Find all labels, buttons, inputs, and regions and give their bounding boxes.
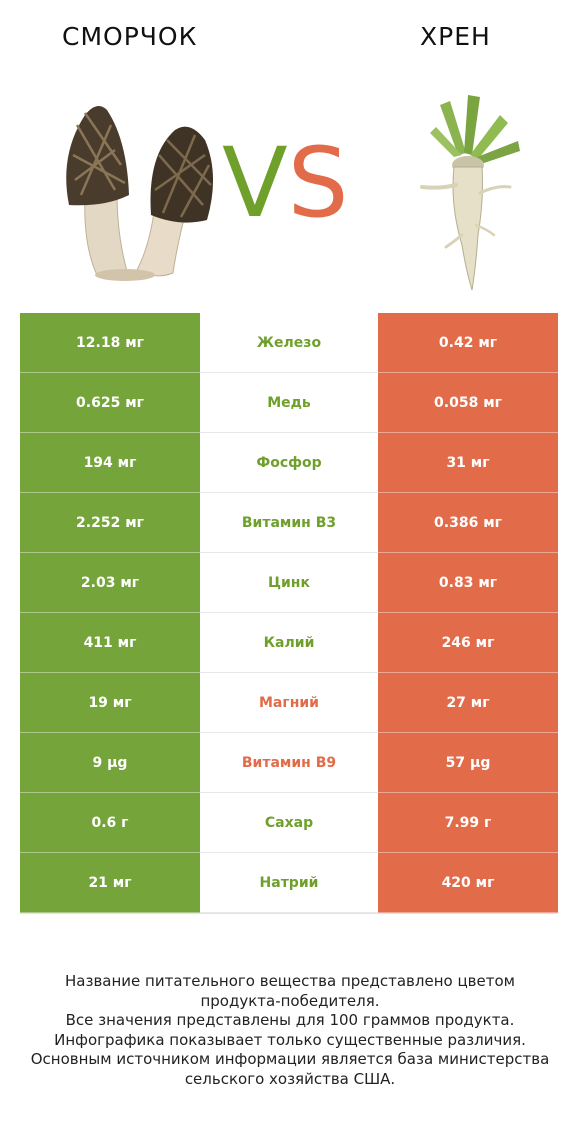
left-product-title: СМОРЧОК: [62, 22, 198, 51]
table-row: 9 µg Витамин B9 57 µg: [20, 733, 558, 793]
nutrient-name-cell: Калий: [200, 613, 378, 673]
left-value-cell: 2.03 мг: [20, 553, 200, 613]
table-row: 2.03 мг Цинк 0.83 мг: [20, 553, 558, 613]
right-value-cell: 31 мг: [378, 433, 558, 493]
right-product-title: ХРЕН: [420, 22, 491, 51]
nutrient-name-cell: Железо: [200, 313, 378, 373]
nutrient-name-cell: Витамин B3: [200, 493, 378, 553]
right-value-cell: 0.83 мг: [378, 553, 558, 613]
footer-line: Название питательного вещества представл…: [65, 972, 515, 990]
table-row: 0.625 мг Медь 0.058 мг: [20, 373, 558, 433]
nutrient-name-cell: Витамин B9: [200, 733, 378, 793]
vs-label: VS: [222, 135, 349, 231]
table-row: 21 мг Натрий 420 мг: [20, 853, 558, 913]
right-value-cell: 420 мг: [378, 853, 558, 913]
right-value-cell: 7.99 г: [378, 793, 558, 853]
nutrient-name-cell: Медь: [200, 373, 378, 433]
table-row: 0.6 г Сахар 7.99 г: [20, 793, 558, 853]
footer-line: Основным источником информации является …: [30, 1050, 550, 1068]
footer-line: Все значения представлены для 100 граммо…: [65, 1011, 515, 1029]
nutrient-name-cell: Цинк: [200, 553, 378, 613]
right-value-cell: 0.386 мг: [378, 493, 558, 553]
table-row: 2.252 мг Витамин B3 0.386 мг: [20, 493, 558, 553]
nutrient-comparison-table: 12.18 мг Железо 0.42 мг 0.625 мг Медь 0.058 м…: [20, 313, 558, 914]
right-value-cell: 0.42 мг: [378, 313, 558, 373]
left-value-cell: 19 мг: [20, 673, 200, 733]
left-value-cell: 2.252 мг: [20, 493, 200, 553]
morel-mushroom-illustration: [66, 106, 214, 281]
left-value-cell: 194 мг: [20, 433, 200, 493]
left-value-cell: 0.625 мг: [20, 373, 200, 433]
footer-line: Инфографика показывает только существенн…: [54, 1030, 526, 1049]
right-value-cell: 246 мг: [378, 613, 558, 673]
horseradish-illustration: [420, 95, 520, 291]
left-value-cell: 411 мг: [20, 613, 200, 673]
footer-line: продукта-победителя.: [200, 991, 380, 1010]
vs-v-letter: V: [222, 127, 288, 239]
nutrient-name-cell: Сахар: [200, 793, 378, 853]
table-row: 12.18 мг Железо 0.42 мг: [20, 313, 558, 373]
footer-line: сельского хозяйства США.: [184, 1069, 396, 1088]
left-value-cell: 21 мг: [20, 853, 200, 913]
nutrient-name-cell: Фосфор: [200, 433, 378, 493]
nutrient-name-cell: Натрий: [200, 853, 378, 913]
table-row: 19 мг Магний 27 мг: [20, 673, 558, 733]
right-value-cell: 27 мг: [378, 673, 558, 733]
left-value-cell: 0.6 г: [20, 793, 200, 853]
footer-note: Название питательного вещества представл…: [20, 972, 560, 1089]
right-value-cell: 0.058 мг: [378, 373, 558, 433]
table-row: 411 мг Калий 246 мг: [20, 613, 558, 673]
left-value-cell: 12.18 мг: [20, 313, 200, 373]
right-value-cell: 57 µg: [378, 733, 558, 793]
table-row: 194 мг Фосфор 31 мг: [20, 433, 558, 493]
nutrient-name-cell: Магний: [200, 673, 378, 733]
vs-s-letter: S: [287, 127, 349, 239]
left-value-cell: 9 µg: [20, 733, 200, 793]
